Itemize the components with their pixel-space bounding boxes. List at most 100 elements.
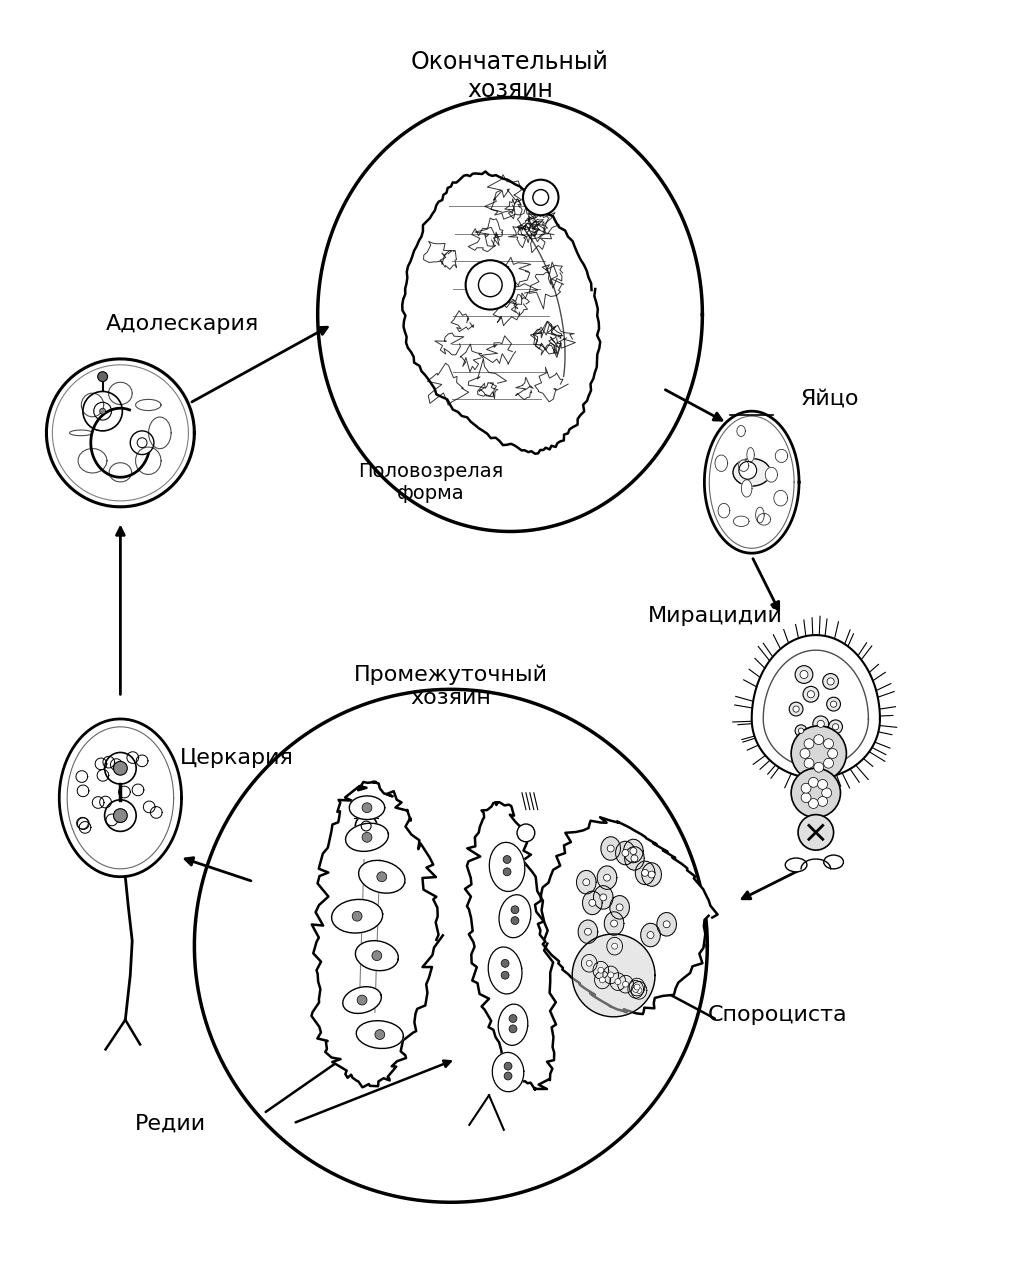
Circle shape <box>509 1024 517 1033</box>
Polygon shape <box>601 837 621 860</box>
Circle shape <box>104 753 136 785</box>
Polygon shape <box>332 900 383 933</box>
Circle shape <box>648 870 655 878</box>
Circle shape <box>362 803 372 813</box>
Circle shape <box>790 703 803 715</box>
Polygon shape <box>488 947 522 994</box>
Circle shape <box>809 777 818 787</box>
Polygon shape <box>402 172 600 454</box>
Circle shape <box>809 799 818 809</box>
Circle shape <box>807 691 814 697</box>
Ellipse shape <box>823 855 844 869</box>
Circle shape <box>583 878 590 886</box>
Circle shape <box>352 912 362 922</box>
Circle shape <box>114 762 127 776</box>
Circle shape <box>822 673 839 690</box>
Circle shape <box>827 749 838 759</box>
Polygon shape <box>610 973 626 991</box>
Circle shape <box>826 697 841 712</box>
Circle shape <box>585 928 592 935</box>
Circle shape <box>800 749 810 759</box>
Circle shape <box>509 1014 517 1023</box>
Text: Промежуточный
хозяин: Промежуточный хозяин <box>354 664 548 709</box>
Polygon shape <box>583 891 602 914</box>
Circle shape <box>636 987 642 994</box>
Polygon shape <box>758 514 771 526</box>
Circle shape <box>603 874 610 881</box>
Circle shape <box>793 706 799 713</box>
Circle shape <box>833 724 839 729</box>
Polygon shape <box>718 504 730 518</box>
Circle shape <box>814 735 823 745</box>
Text: Спороциста: Спороциста <box>708 1005 847 1024</box>
Circle shape <box>804 758 814 768</box>
Circle shape <box>801 792 811 803</box>
Circle shape <box>466 260 515 309</box>
Polygon shape <box>737 426 745 436</box>
Polygon shape <box>630 978 645 996</box>
Circle shape <box>501 972 509 979</box>
Circle shape <box>608 972 613 978</box>
Polygon shape <box>195 690 708 1203</box>
Circle shape <box>355 815 377 837</box>
Circle shape <box>828 720 843 733</box>
Polygon shape <box>311 782 442 1087</box>
Circle shape <box>622 850 629 856</box>
Polygon shape <box>741 479 752 497</box>
Circle shape <box>99 408 105 414</box>
Polygon shape <box>597 865 616 890</box>
Polygon shape <box>765 468 777 482</box>
Polygon shape <box>705 412 799 554</box>
Polygon shape <box>603 967 618 983</box>
Circle shape <box>523 179 558 215</box>
Polygon shape <box>572 935 655 1017</box>
Circle shape <box>634 985 640 990</box>
Circle shape <box>623 981 629 987</box>
Polygon shape <box>595 970 610 988</box>
Circle shape <box>821 788 831 797</box>
Circle shape <box>664 920 670 928</box>
Circle shape <box>642 869 648 877</box>
Polygon shape <box>631 982 647 999</box>
Polygon shape <box>535 817 718 1014</box>
Polygon shape <box>617 976 634 994</box>
Circle shape <box>795 724 807 737</box>
Circle shape <box>817 796 827 806</box>
Polygon shape <box>345 823 388 851</box>
Circle shape <box>504 1072 512 1079</box>
Circle shape <box>800 670 808 678</box>
Circle shape <box>503 855 511 864</box>
Polygon shape <box>604 912 624 936</box>
Circle shape <box>504 1063 512 1070</box>
Polygon shape <box>733 517 750 527</box>
Circle shape <box>633 986 639 992</box>
Circle shape <box>357 995 367 1005</box>
Circle shape <box>795 665 813 683</box>
Polygon shape <box>594 886 613 909</box>
Polygon shape <box>355 941 398 970</box>
Polygon shape <box>498 1004 527 1045</box>
Circle shape <box>114 809 127 823</box>
Circle shape <box>813 715 828 732</box>
Circle shape <box>827 678 835 685</box>
Circle shape <box>647 932 654 938</box>
Circle shape <box>611 944 617 949</box>
Circle shape <box>511 917 519 924</box>
Polygon shape <box>489 842 525 891</box>
Ellipse shape <box>785 858 807 872</box>
Circle shape <box>83 391 122 431</box>
Polygon shape <box>775 450 787 463</box>
Circle shape <box>792 726 847 781</box>
Circle shape <box>616 904 623 910</box>
Circle shape <box>817 779 827 790</box>
Polygon shape <box>593 962 608 979</box>
Polygon shape <box>59 719 181 877</box>
Circle shape <box>362 832 372 842</box>
Circle shape <box>372 951 382 960</box>
Circle shape <box>799 728 804 733</box>
Circle shape <box>823 738 834 749</box>
Circle shape <box>610 920 617 927</box>
Polygon shape <box>715 455 728 472</box>
Polygon shape <box>579 920 598 944</box>
Polygon shape <box>642 863 662 886</box>
